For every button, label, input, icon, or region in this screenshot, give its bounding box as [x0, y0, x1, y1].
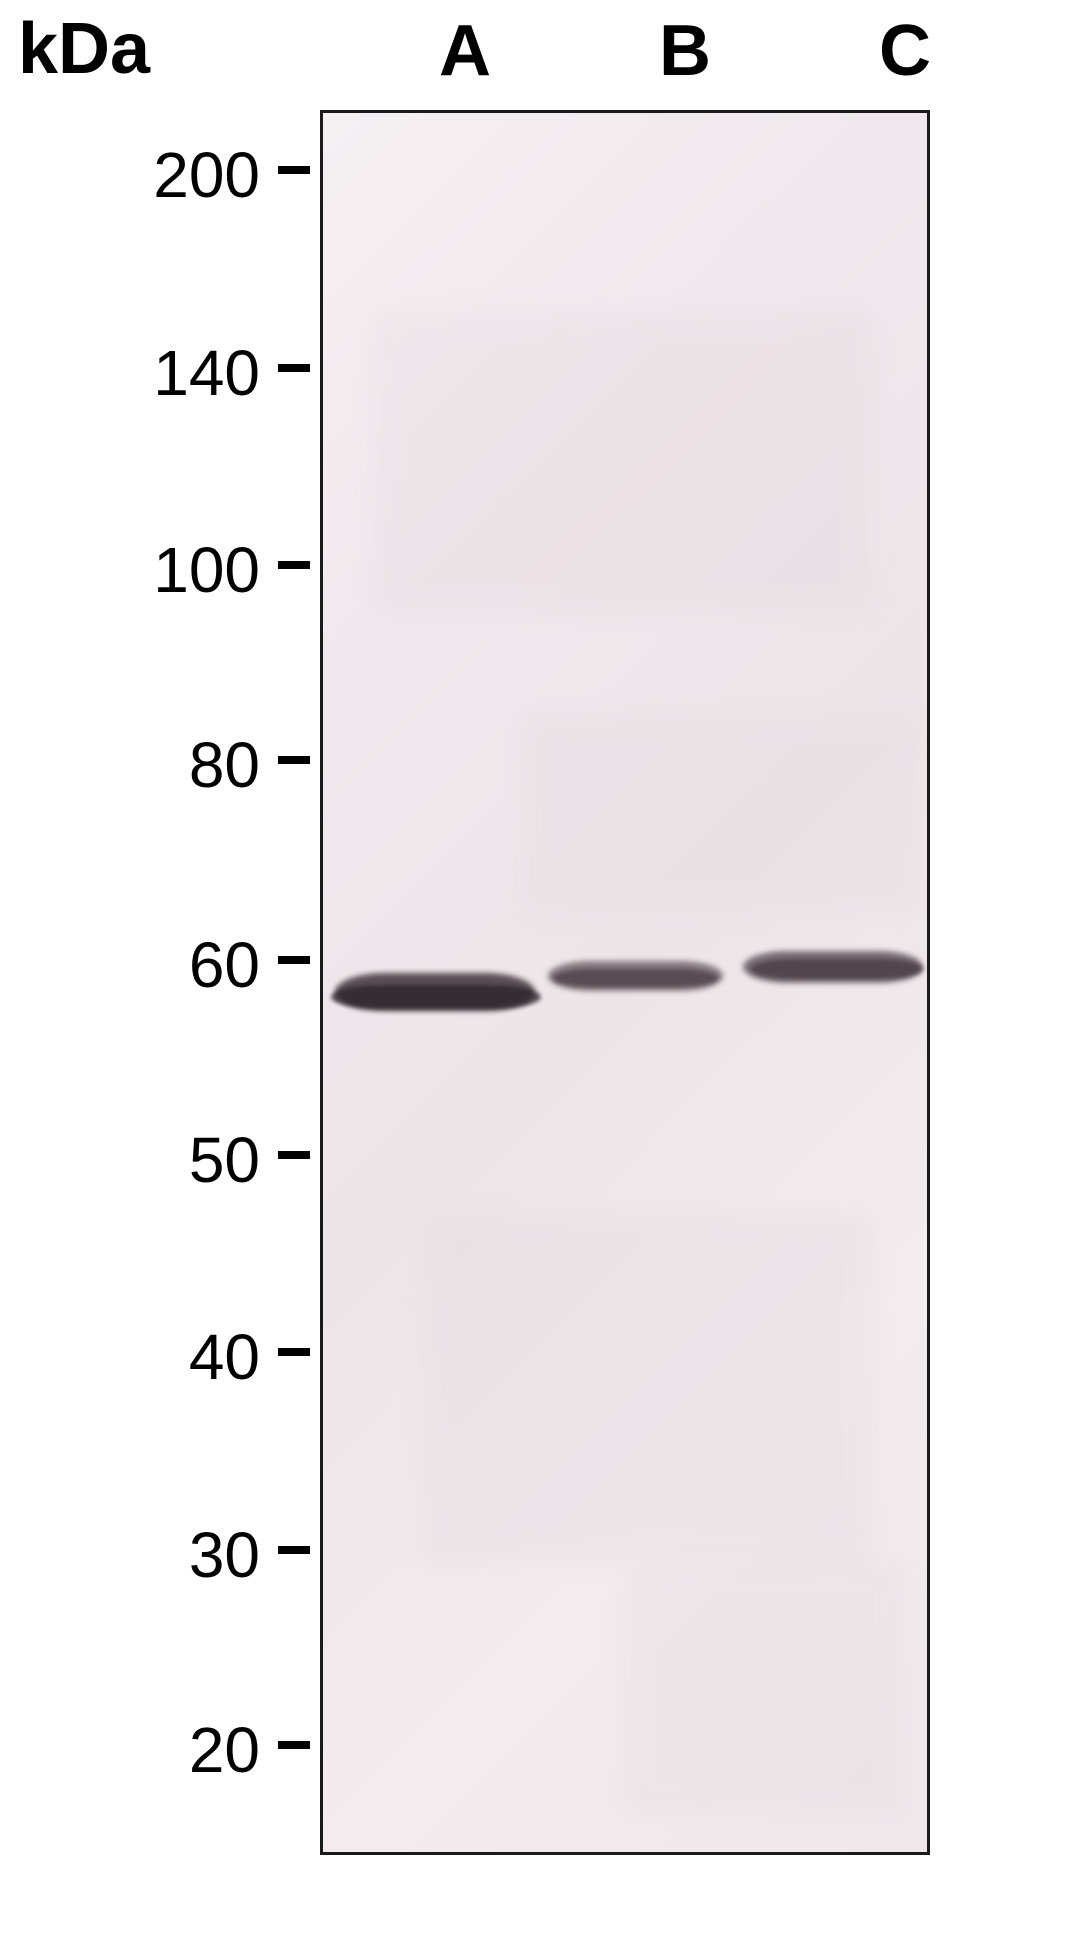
tick-label-0: 200 — [30, 138, 260, 212]
tick-mark-0 — [278, 166, 310, 174]
tick-mark-2 — [278, 561, 310, 569]
tick-mark-6 — [278, 1348, 310, 1356]
lane-label-a: A — [415, 10, 515, 92]
tick-mark-4 — [278, 956, 310, 964]
band-b-1 — [553, 969, 718, 987]
tick-label-5: 50 — [30, 1123, 260, 1197]
tick-label-8: 20 — [30, 1713, 260, 1787]
lane-label-b: B — [635, 10, 735, 92]
tick-label-2: 100 — [30, 533, 260, 607]
tick-mark-5 — [278, 1151, 310, 1159]
tick-label-1: 140 — [30, 336, 260, 410]
tick-mark-1 — [278, 364, 310, 372]
smudge-1 — [523, 713, 923, 913]
tick-label-3: 80 — [30, 728, 260, 802]
smudge-3 — [623, 1563, 903, 1813]
tick-mark-8 — [278, 1741, 310, 1749]
smudge-0 — [373, 313, 873, 613]
blot-membrane — [320, 110, 930, 1855]
tick-label-7: 30 — [30, 1518, 260, 1592]
western-blot-figure: kDa A B C 200 140 100 80 60 50 40 30 20 — [0, 0, 1080, 1948]
band-c-1 — [751, 959, 923, 979]
tick-mark-7 — [278, 1546, 310, 1554]
tick-mark-3 — [278, 756, 310, 764]
kda-unit-label: kDa — [18, 8, 150, 90]
tick-label-4: 60 — [30, 928, 260, 1002]
smudge-2 — [423, 1213, 873, 1563]
band-a-1 — [331, 985, 541, 1009]
tick-label-6: 40 — [30, 1320, 260, 1394]
lane-label-c: C — [855, 10, 955, 92]
